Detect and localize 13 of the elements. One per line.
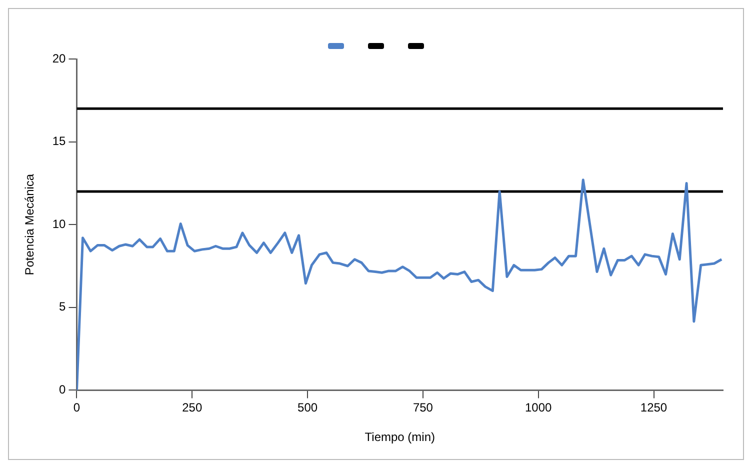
x-axis-title: Tiempo (min) (364, 430, 435, 444)
x-tick-label: 500 (298, 400, 318, 415)
x-tick-label: 0 (73, 400, 80, 415)
y-axis-title: Potencia Mecánica (22, 174, 37, 276)
x-tick-label: 1250 (640, 400, 668, 415)
y-tick-label: 0 (59, 382, 66, 397)
y-tick-label: 5 (59, 300, 66, 314)
x-tick-label: 1000 (525, 400, 552, 415)
x-tick-label: 250 (182, 400, 202, 415)
y-tick-label: 20 (52, 51, 66, 66)
y-tick-label: 15 (52, 134, 66, 148)
y-tick-label: 10 (52, 216, 66, 231)
x-tick-label: 750 (412, 400, 434, 415)
